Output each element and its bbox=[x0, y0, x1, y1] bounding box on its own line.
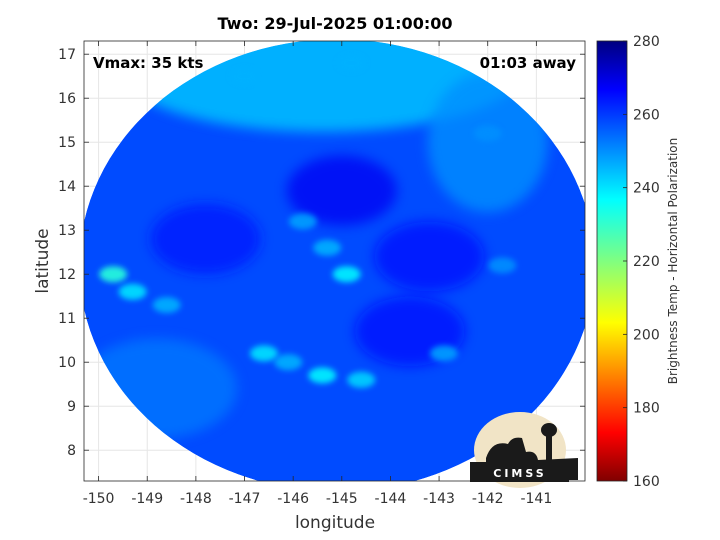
cold-region bbox=[374, 221, 485, 292]
x-tick-label: -142 bbox=[472, 491, 504, 507]
cold-region bbox=[286, 155, 397, 226]
colorbar-tick-label: 280 bbox=[633, 34, 660, 50]
colorbar-tick-label: 200 bbox=[633, 327, 660, 343]
colorbar-label: Brightness Temp - Horizontal Polarizatio… bbox=[666, 138, 680, 385]
y-tick-label: 13 bbox=[58, 223, 76, 239]
x-tick-label: -150 bbox=[83, 491, 115, 507]
chart-title: Two: 29-Jul-2025 01:00:00 bbox=[218, 14, 453, 33]
x-tick-label: -148 bbox=[180, 491, 212, 507]
feature-point bbox=[230, 68, 259, 85]
x-axis-ticks: -150 -149 -148 -147 -146 -145 -144 -143 -142 -141 bbox=[83, 41, 552, 507]
feature-point bbox=[274, 354, 303, 371]
x-axis-label: longitude bbox=[295, 513, 375, 533]
swath-rim bbox=[427, 72, 548, 213]
y-tick-label: 12 bbox=[58, 267, 76, 283]
y-tick-label: 14 bbox=[58, 179, 76, 195]
feature-point bbox=[473, 125, 502, 142]
axes-frame bbox=[83, 40, 586, 482]
feature-point bbox=[118, 283, 147, 300]
feature-point bbox=[313, 239, 342, 256]
feature-point bbox=[152, 297, 181, 313]
colorbar-tick-label: 240 bbox=[633, 181, 660, 197]
colorbar-tick-label: 160 bbox=[633, 474, 660, 490]
x-tick-label: -146 bbox=[277, 491, 309, 507]
feature-point bbox=[488, 257, 517, 274]
colorbar bbox=[596, 40, 628, 482]
plot-area bbox=[84, 41, 585, 481]
feature-point bbox=[308, 367, 337, 384]
x-tick-label: -147 bbox=[229, 491, 261, 507]
y-tick-label: 15 bbox=[58, 135, 76, 151]
cimss-logo-text: CIMSS bbox=[493, 467, 546, 480]
feature-point bbox=[249, 345, 278, 362]
x-tick-label: -144 bbox=[375, 491, 407, 507]
feature-point bbox=[332, 266, 361, 283]
feature-point bbox=[337, 55, 366, 71]
feature-point bbox=[288, 213, 317, 230]
y-tick-label: 16 bbox=[58, 91, 76, 107]
y-tick-label: 8 bbox=[67, 443, 76, 459]
colorbar-tick-label: 180 bbox=[633, 401, 660, 417]
x-tick-label: -143 bbox=[423, 491, 455, 507]
swath-heatmap bbox=[84, 41, 585, 481]
y-tick-label: 11 bbox=[58, 311, 76, 327]
x-tick-label: -145 bbox=[326, 491, 358, 507]
y-axis-ticks: 8 9 10 11 12 13 14 15 16 17 bbox=[58, 47, 585, 459]
y-axis-label: latitude bbox=[33, 228, 53, 293]
feature-point bbox=[99, 266, 128, 283]
cold-region bbox=[150, 204, 261, 274]
cimss-logo: CIMSS bbox=[470, 412, 578, 488]
colorbar-tick-label: 260 bbox=[633, 107, 660, 123]
feature-point bbox=[429, 345, 458, 362]
y-tick-label: 9 bbox=[67, 399, 76, 415]
y-tick-label: 10 bbox=[58, 355, 76, 371]
colorbar-tick-label: 220 bbox=[633, 254, 660, 270]
x-tick-label: -149 bbox=[131, 491, 163, 507]
time-away-annotation: 01:03 away bbox=[480, 54, 577, 72]
vmax-annotation: Vmax: 35 kts bbox=[93, 54, 203, 72]
x-tick-label: -141 bbox=[520, 491, 552, 507]
feature-point bbox=[347, 371, 376, 388]
y-tick-label: 17 bbox=[58, 47, 76, 63]
colorbar-ticks: 160 180 200 220 240 260 280 bbox=[623, 34, 660, 490]
